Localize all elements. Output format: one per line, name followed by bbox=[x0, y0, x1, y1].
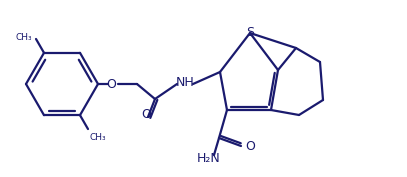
Text: CH₃: CH₃ bbox=[15, 33, 32, 42]
Text: O: O bbox=[141, 108, 151, 121]
Text: O: O bbox=[245, 139, 255, 153]
Text: H₂N: H₂N bbox=[197, 152, 221, 164]
Text: S: S bbox=[246, 25, 254, 39]
Text: CH₃: CH₃ bbox=[90, 133, 107, 142]
Text: NH: NH bbox=[176, 76, 195, 90]
Text: O: O bbox=[106, 78, 116, 90]
